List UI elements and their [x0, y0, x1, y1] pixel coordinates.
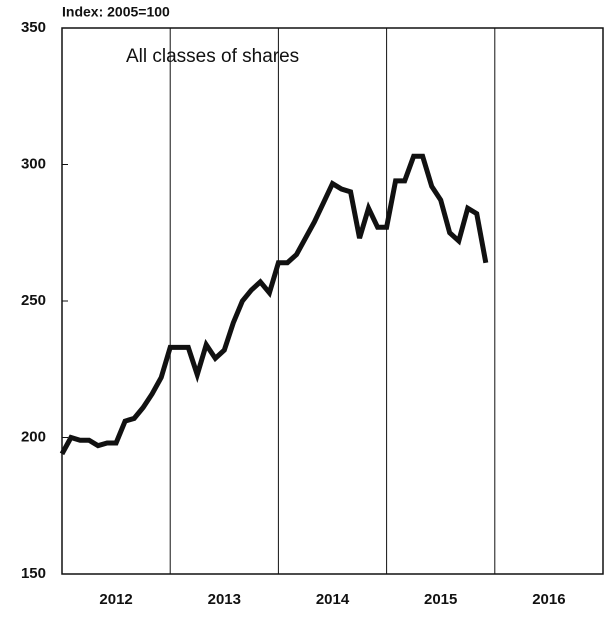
y-tick-label: 200 [21, 428, 46, 445]
x-tick-label: 2012 [99, 591, 132, 608]
y-tick-label: 300 [21, 155, 46, 172]
series-line [59, 153, 489, 456]
x-tick-label: 2015 [424, 591, 457, 608]
plot-frame [61, 27, 604, 575]
x-tick-label: 2013 [208, 591, 241, 608]
x-tick-label: 2014 [316, 591, 350, 608]
x-tick-label: 2016 [532, 591, 565, 608]
y-tick-label: 350 [21, 19, 46, 36]
annotation: All classes of shares [126, 46, 299, 67]
chart-title: Index: 2005=100 [62, 4, 170, 20]
y-tick-label: 250 [21, 292, 46, 309]
y-tick-label: 150 [21, 565, 46, 582]
